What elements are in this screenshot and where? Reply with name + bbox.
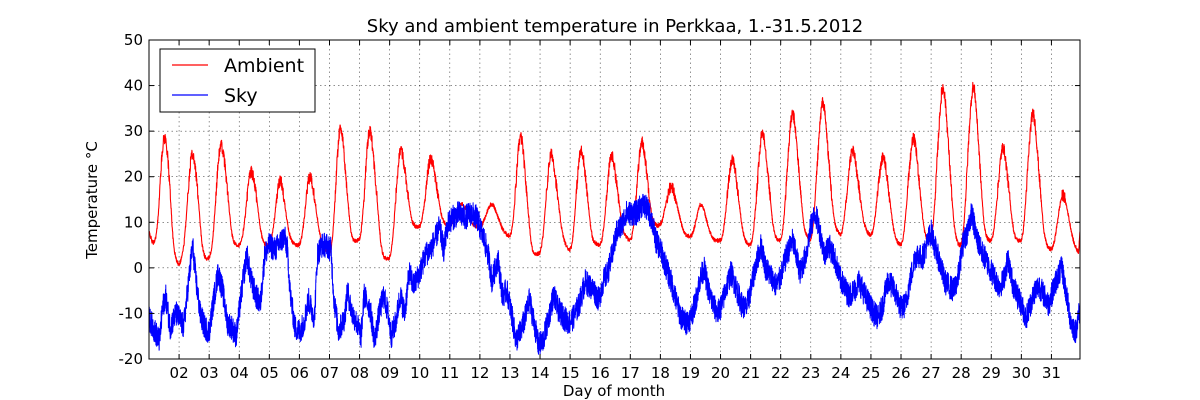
x-tick-label: 02 <box>170 364 189 382</box>
x-tick-label: 28 <box>952 364 971 382</box>
x-tick-label: 25 <box>861 364 880 382</box>
y-tick-label: 0 <box>133 259 143 277</box>
y-axis-title: Temperature °C <box>83 141 101 260</box>
x-tick-label: 22 <box>771 364 790 382</box>
x-tick-label: 14 <box>531 364 550 382</box>
legend-label-ambient: Ambient <box>224 55 304 77</box>
y-tick-label: -10 <box>119 304 144 322</box>
x-tick-label: 06 <box>290 364 309 382</box>
series-line-ambient <box>148 81 1081 266</box>
x-tick-label: 12 <box>470 364 489 382</box>
y-tick-label: 30 <box>124 122 143 140</box>
x-tick-label: 04 <box>230 364 249 382</box>
chart-title: Sky and ambient temperature in Perkkaa, … <box>367 16 863 37</box>
y-tick-label: 50 <box>124 31 143 49</box>
x-tick-label: 20 <box>711 364 730 382</box>
x-axis-title: Day of month <box>563 382 665 400</box>
x-tick-label: 24 <box>831 364 850 382</box>
x-tick-label: 11 <box>440 364 459 382</box>
x-tick-label: 09 <box>380 364 399 382</box>
legend: Ambient Sky <box>159 48 316 113</box>
legend-box <box>159 48 316 113</box>
x-tick-label: 13 <box>500 364 519 382</box>
legend-label-sky: Sky <box>224 85 258 107</box>
plot-frame <box>148 39 1081 360</box>
y-tick-label: 40 <box>124 77 143 95</box>
x-tick-label: 07 <box>320 364 339 382</box>
x-tick-label: 23 <box>801 364 820 382</box>
x-tick-label: 03 <box>200 364 219 382</box>
series-line-sky <box>148 193 1081 355</box>
x-tick-label: 10 <box>410 364 429 382</box>
x-tick-label: 05 <box>260 364 279 382</box>
x-tick-label: 31 <box>1042 364 1061 382</box>
x-tick-label: 19 <box>681 364 700 382</box>
y-tick-label: 20 <box>124 168 143 186</box>
x-axis-ticks: 02 03 04 05 06 07 08 09 10 11 12 13 14 15 16 17 18 19 20 21… <box>170 40 1061 382</box>
x-tick-label: 30 <box>1012 364 1031 382</box>
x-tick-label: 16 <box>591 364 610 382</box>
x-tick-label: 26 <box>891 364 910 382</box>
x-tick-label: 18 <box>651 364 670 382</box>
x-tick-label: 17 <box>621 364 640 382</box>
y-axis-ticks: -20 -10 0 10 20 30 40 50 <box>119 31 1080 368</box>
x-tick-label: 15 <box>561 364 580 382</box>
x-tick-label: 21 <box>741 364 760 382</box>
y-tick-label: -20 <box>119 350 144 368</box>
x-tick-label: 08 <box>350 364 369 382</box>
x-tick-label: 27 <box>922 364 941 382</box>
series-layer <box>148 81 1081 355</box>
y-tick-label: 10 <box>124 213 143 231</box>
x-tick-label: 29 <box>982 364 1001 382</box>
